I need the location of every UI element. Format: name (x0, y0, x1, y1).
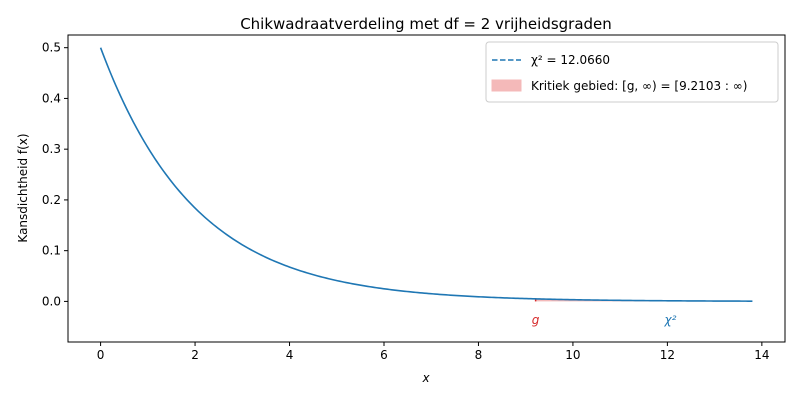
x-tick-label: 0 (97, 348, 105, 362)
y-tick-label: 0.1 (42, 244, 61, 258)
legend-swatch-critical-region (491, 79, 522, 92)
y-tick-label: 0.2 (42, 193, 61, 207)
y-axis-label: Kansdichtheid f(x) (16, 133, 30, 242)
y-tick-label: 0.3 (42, 142, 61, 156)
x-axis-label: x (421, 371, 430, 385)
curve-layer (99, 47, 753, 302)
y-tick-label: 0.0 (42, 294, 61, 308)
x-tick-label: 4 (286, 348, 294, 362)
density-curve (99, 47, 753, 302)
x-tick-label: 6 (380, 348, 388, 362)
x-tick-label: 12 (660, 348, 675, 362)
legend: χ² = 12.0660 Kritiek gebied: [g, ∞) = [9… (485, 41, 779, 103)
critical-value-annotation: g (532, 313, 540, 327)
annotation-layer: g χ² (532, 313, 677, 327)
legend-frame (485, 41, 779, 103)
test-statistic-annotation: χ² (664, 313, 677, 327)
x-axis: 0 2 4 6 8 10 12 14 (97, 342, 769, 362)
chart-title: Chikwadraatverdeling met df = 2 vrijheid… (240, 15, 612, 33)
x-tick-label: 10 (565, 348, 580, 362)
x-tick-label: 8 (475, 348, 483, 362)
y-tick-label: 0.5 (42, 41, 61, 55)
legend-label-test-statistic: χ² = 12.0660 (531, 53, 610, 67)
y-tick-label: 0.4 (42, 91, 61, 105)
x-tick-label: 14 (754, 348, 769, 362)
legend-label-critical-region: Kritiek gebied: [g, ∞) = [9.2103 : ∞) (531, 79, 747, 93)
plot-frame (67, 34, 786, 343)
y-axis: 0.0 0.1 0.2 0.3 0.4 0.5 (42, 41, 68, 308)
x-tick-label: 2 (191, 348, 199, 362)
